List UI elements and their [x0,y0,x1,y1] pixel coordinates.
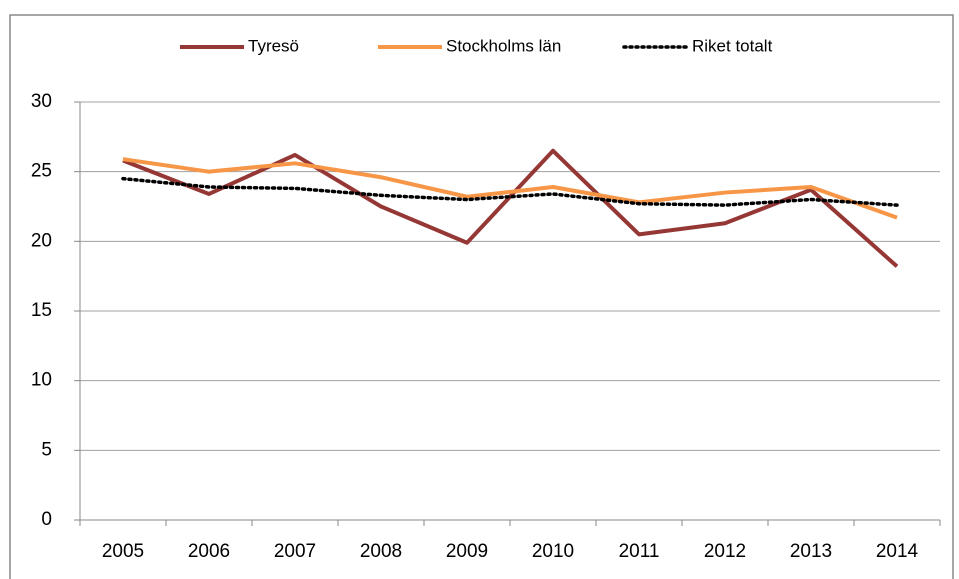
y-tick-label: 5 [41,439,52,460]
x-tick-label: 2009 [446,541,488,562]
x-tick-label: 2012 [704,541,746,562]
y-tick-label: 15 [31,300,52,321]
series-line [122,148,899,268]
x-tick-label: 2006 [188,541,230,562]
x-tick-label: 2008 [360,541,402,562]
x-tick-label: 2013 [790,541,832,562]
y-tick-label: 0 [41,509,52,530]
legend-label: Tyresö [248,36,299,55]
y-tick-label: 20 [31,230,52,251]
series-line [122,157,898,220]
x-tick-label: 2005 [102,541,144,562]
x-tick-label: 2011 [619,541,660,562]
legend-label: Stockholms län [446,36,561,55]
y-tick-label: 10 [31,370,52,391]
x-tick-label: 2014 [876,541,919,562]
legend-label: Riket totalt [692,36,773,55]
x-tick-label: 2010 [532,541,574,562]
x-tick-label: 2007 [274,541,316,562]
series-line [121,176,899,207]
y-tick-label: 30 [31,91,52,112]
y-tick-label: 25 [31,161,52,182]
chart-frame [9,14,954,579]
